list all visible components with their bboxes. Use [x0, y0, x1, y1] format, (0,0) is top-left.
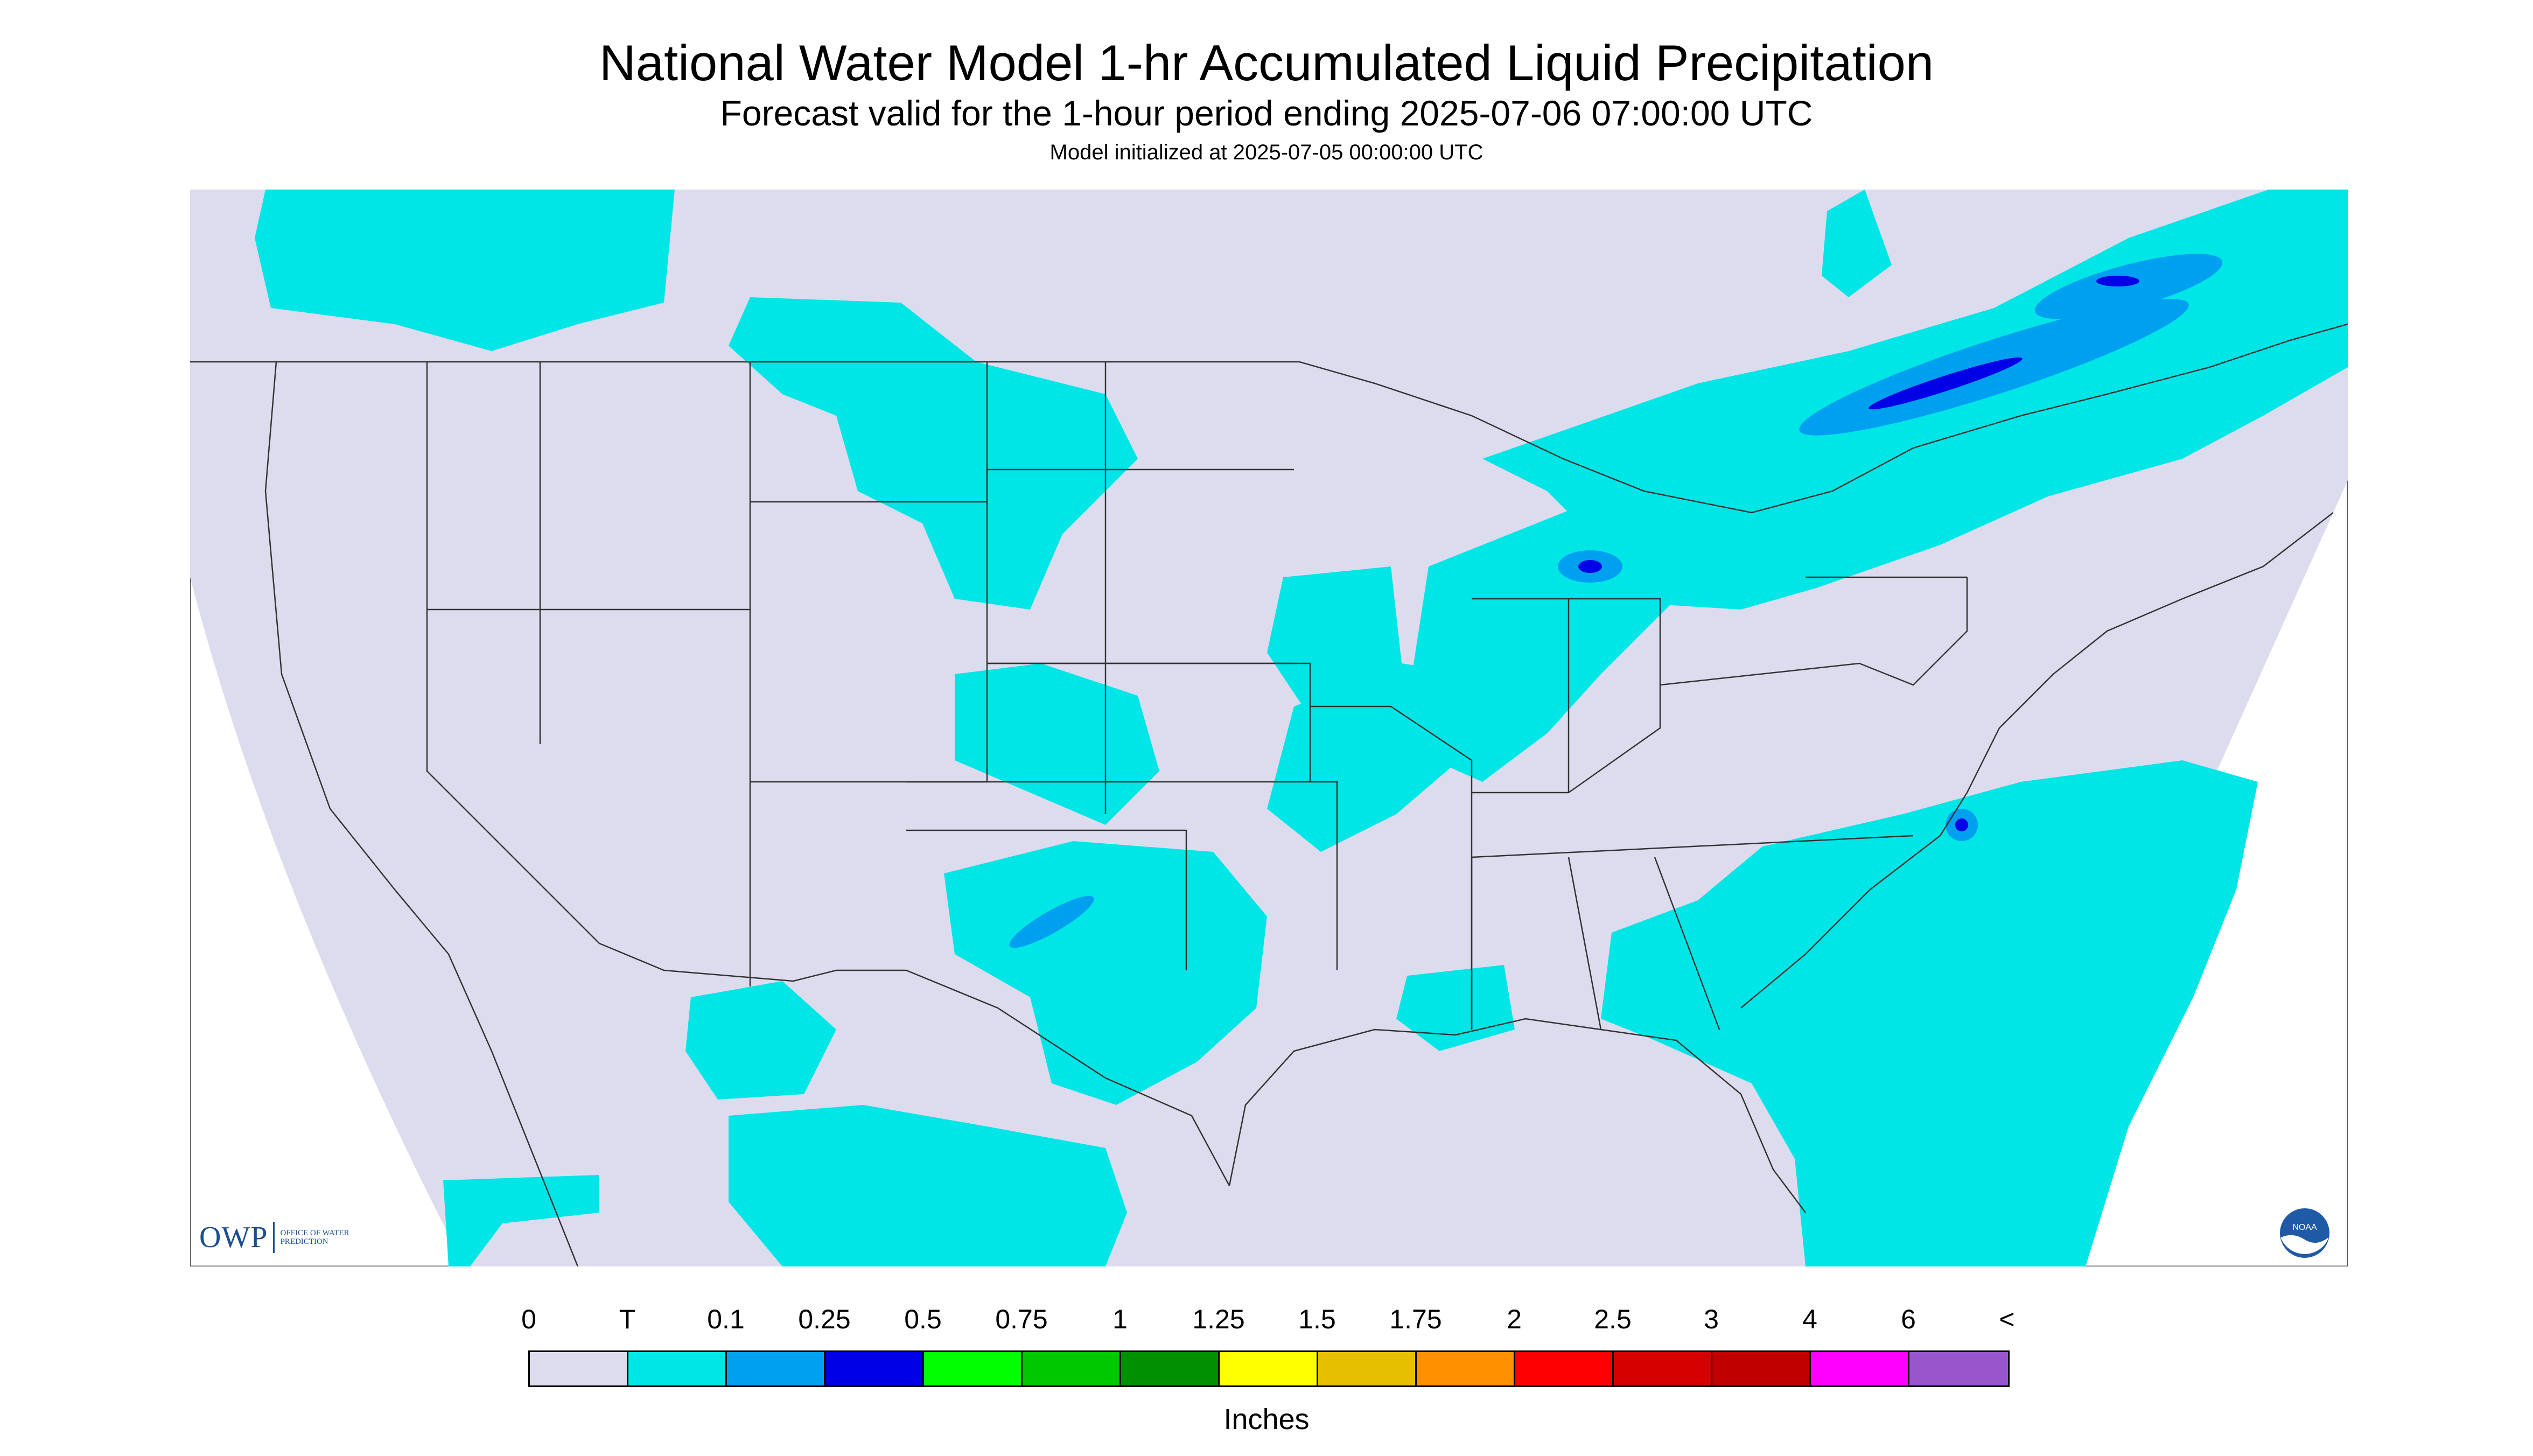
precip-quebec-heavy — [2096, 276, 2139, 286]
legend-swatch — [727, 1352, 825, 1385]
precip-ontario-heavy — [1869, 357, 2023, 410]
legend-swatch — [1417, 1352, 1515, 1385]
us-canada-border — [190, 323, 2348, 514]
legend-swatch — [628, 1352, 727, 1385]
precipitation-map — [190, 190, 2348, 1266]
forecast-valid-subtitle: Forecast valid for the 1-hour period end… — [720, 93, 1813, 133]
legend-labels: 0 T 0.1 0.25 0.5 0.75 1 1.25 1.5 1.75 2 … — [0, 1303, 2533, 1341]
gulf-coast — [1228, 1018, 1806, 1213]
east-coast — [1740, 512, 2334, 1009]
legend-label: 6 — [1901, 1304, 1916, 1334]
precip-quebec-moderate — [2034, 254, 2223, 319]
precip-mexico-west — [685, 981, 836, 1100]
legend-label: 2.5 — [1594, 1304, 1632, 1334]
owp-logo: OWP OFFICE OF WATER PREDICTION — [199, 1221, 355, 1254]
legend-label: 1.25 — [1192, 1304, 1245, 1334]
precip-iowa — [1267, 566, 1402, 717]
legend-swatch — [530, 1352, 628, 1385]
legend-label: 0.5 — [904, 1304, 942, 1334]
chart-title: National Water Model 1-hr Accumulated Li… — [599, 34, 1934, 91]
precip-southeast-atlantic — [1601, 760, 2258, 1266]
owp-logo-text: OFFICE OF WATER PREDICTION — [280, 1229, 349, 1246]
precip-kansas — [955, 663, 1159, 825]
precip-pacific-south — [443, 1175, 599, 1266]
legend-units: Inches — [1223, 1403, 1310, 1436]
west-coast — [264, 361, 579, 1266]
precip-mexico-south — [729, 1105, 1127, 1266]
owp-logo-mark: OWP — [199, 1221, 268, 1254]
legend-label: < — [1999, 1304, 2015, 1334]
owp-logo-divider — [273, 1222, 275, 1253]
precip-light — [255, 190, 2348, 1266]
legend-swatch — [1712, 1352, 1811, 1385]
precip-carolina-heavy — [1955, 818, 1968, 831]
legend-swatch — [825, 1352, 924, 1385]
precip-canada-west — [255, 190, 675, 351]
legend-swatch — [1023, 1352, 1121, 1385]
state-lines-central — [906, 362, 1473, 1030]
legend-swatch — [1811, 1352, 1909, 1385]
legend-label: 4 — [1802, 1304, 1817, 1334]
legend-swatch — [1515, 1352, 1614, 1385]
legend-label: 1.5 — [1298, 1304, 1336, 1334]
legend-label: T — [619, 1304, 636, 1334]
legend-label: 1 — [1112, 1304, 1128, 1334]
precip-heavy — [1578, 276, 2139, 831]
boundary-lines — [190, 323, 2348, 1266]
legend-label: 3 — [1704, 1304, 1719, 1334]
legend-swatch — [1318, 1352, 1417, 1385]
legend-swatch — [1614, 1352, 1712, 1385]
legend-swatch — [1220, 1352, 1318, 1385]
noaa-logo: NOAA — [2278, 1206, 2332, 1260]
legend-colorbar — [528, 1350, 2010, 1387]
legend-label: 0 — [521, 1304, 536, 1334]
legend-label: 1.75 — [1389, 1304, 1442, 1334]
legend-swatch — [1909, 1352, 2008, 1385]
precip-gulf-mississippi — [1396, 965, 1515, 1051]
precip-kansas-moderate — [1009, 895, 1094, 948]
state-lines-east — [1471, 576, 1968, 1030]
precip-maine-canada — [1822, 190, 1892, 297]
precip-michigan-heavy — [1578, 560, 1602, 573]
us-mexico-border — [599, 942, 1230, 1186]
legend-swatch — [924, 1352, 1023, 1385]
legend-swatch — [1121, 1352, 1220, 1385]
noaa-logo-text: NOAA — [2292, 1223, 2317, 1232]
state-lines-west — [426, 362, 1294, 986]
legend-label: 2 — [1507, 1304, 1522, 1334]
legend-label: 0.75 — [995, 1304, 1048, 1334]
legend-label: 0.1 — [707, 1304, 745, 1334]
model-init-label: Model initialized at 2025-07-05 00:00:00… — [1049, 141, 1484, 164]
precip-dakotas — [729, 297, 1138, 610]
legend-label: 0.25 — [798, 1304, 851, 1334]
